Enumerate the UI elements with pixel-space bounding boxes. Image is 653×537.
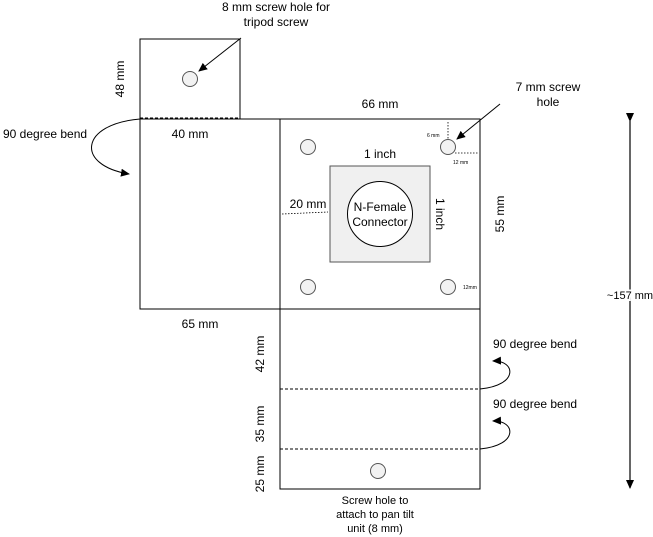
left-panel-width-label: 65 mm <box>182 317 219 331</box>
tab-width-label: 40 mm <box>172 127 209 141</box>
total-height-label: ~157 mm <box>607 290 653 302</box>
right-bend-arrow-2 <box>479 416 511 450</box>
screw-hole-7mm-label-line2: hole <box>537 95 560 109</box>
square-height-label: 1 inch <box>433 198 447 230</box>
pan-tilt-screw-hole <box>370 463 386 479</box>
screw-hole-7mm-arrow <box>456 103 501 140</box>
seg3-height-label: 25 mm <box>253 456 267 493</box>
tripod-hole-label-line1: 8 mm screw hole for <box>222 0 330 14</box>
screw-hole-bottom-right <box>440 279 456 295</box>
pan-tilt-label-line2: attach to pan tilt <box>336 509 414 521</box>
connector-label-line2: Connector <box>352 215 407 229</box>
left-panel <box>139 118 281 310</box>
pan-tilt-label-line1: Screw hole to <box>342 495 409 507</box>
plate-height-label: 55 mm <box>493 196 507 233</box>
left-bend-label: 90 degree bend <box>3 127 87 141</box>
offset-12mm-right-label: 12mm <box>463 285 477 291</box>
tab-height-label: 48 mm <box>113 61 127 98</box>
screw-hole-bottom-left <box>300 279 316 295</box>
offset-20mm-label: 20 mm <box>290 197 327 211</box>
connector-label-line1: N-Female <box>354 200 407 214</box>
seg1-height-label: 42 mm <box>253 336 267 373</box>
right-bend-2-label: 90 degree bend <box>493 397 577 411</box>
seg2-height-label: 35 mm <box>253 406 267 443</box>
lower-strip <box>279 308 481 490</box>
pan-tilt-label-line3: unit (8 mm) <box>347 523 403 535</box>
tripod-hole-arrow <box>198 37 242 72</box>
right-bend-arrow-1 <box>479 356 511 390</box>
screw-hole-7mm-label-line1: 7 mm screw <box>516 80 581 94</box>
tripod-hole-label-line2: tripod screw <box>244 15 309 29</box>
top-width-label: 66 mm <box>362 97 399 111</box>
tripod-screw-hole <box>182 71 198 87</box>
left-bend-arrow <box>91 118 141 177</box>
screw-hole-top-left <box>300 139 316 155</box>
right-bend-1-label: 90 degree bend <box>493 337 577 351</box>
offset-12mm-top-label: 12 mm <box>453 160 468 166</box>
screw-hole-top-right <box>440 139 456 155</box>
n-female-connector <box>347 181 413 247</box>
square-width-label: 1 inch <box>364 147 396 161</box>
offset-6mm-label: 6 mm <box>427 133 440 139</box>
